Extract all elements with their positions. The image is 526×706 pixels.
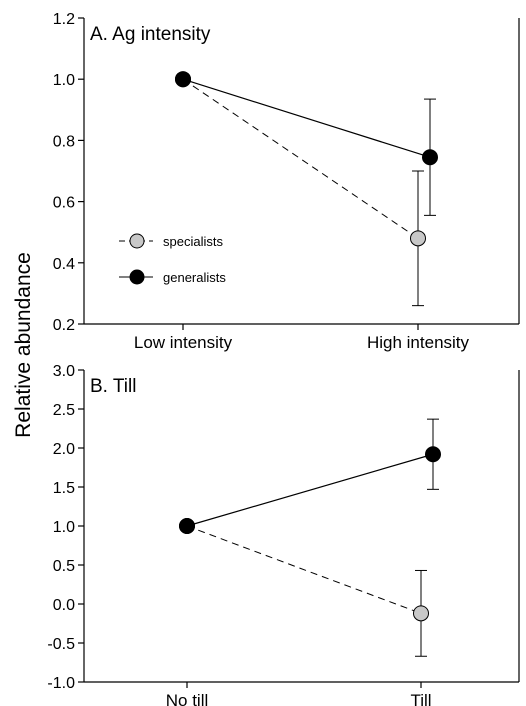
- y-tick-label: 1.0: [53, 519, 75, 536]
- y-tick-label: 0.8: [53, 133, 75, 150]
- generalists-line: [182, 78, 431, 158]
- y-tick-label: 2.0: [53, 441, 75, 458]
- specialists-line: [186, 525, 422, 614]
- generalists-point: [425, 446, 441, 463]
- y-tick-label: 2.5: [53, 402, 75, 419]
- generalists-point: [179, 518, 195, 534]
- panel-title: B. Till: [90, 376, 136, 397]
- generalists-legend-marker: [129, 269, 145, 285]
- panel-title: A. Ag intensity: [90, 24, 211, 45]
- y-tick-label: 0.6: [53, 195, 75, 212]
- x-tick-label: Till: [410, 691, 431, 706]
- specialists-line: [182, 78, 419, 239]
- y-tick-label: -1.0: [47, 675, 75, 692]
- panel-a: 0.2 0.4 0.6 0.8 1.0 1.2 Low intensity High inte…: [53, 11, 520, 352]
- y-tick-label: -0.5: [47, 636, 75, 653]
- generalists-line: [186, 453, 434, 527]
- y-tick-label: 0.2: [53, 317, 75, 334]
- generalists-point: [175, 71, 191, 88]
- y-tick-label: 1.5: [53, 480, 75, 497]
- y-axis-label: Relative abundance: [12, 252, 35, 438]
- x-tick-label: High intensity: [367, 333, 470, 352]
- panel-b: -1.0 -0.5 0.0 0.5 1.0 1.5 2.0 2.5 3.0 No till Till…: [47, 363, 520, 706]
- x-tick-label: No till: [166, 691, 209, 706]
- specialists-point: [413, 605, 429, 622]
- y-tick-label: 1.2: [53, 11, 75, 28]
- legend-label: specialists: [163, 234, 223, 249]
- specialists-point: [410, 230, 426, 247]
- y-tick-label: 3.0: [53, 363, 75, 380]
- y-tick-label: 1.0: [53, 72, 75, 89]
- legend: specialists generalists: [119, 233, 226, 285]
- y-tick-label: 0.4: [53, 256, 75, 273]
- generalists-point: [422, 149, 438, 166]
- x-tick-label: Low intensity: [134, 333, 233, 352]
- legend-label: generalists: [163, 270, 226, 285]
- y-tick-label: 0.5: [53, 558, 75, 575]
- specialists-legend-marker: [129, 233, 145, 249]
- y-tick-label: 0.0: [53, 597, 75, 614]
